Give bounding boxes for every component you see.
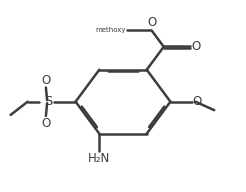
Text: O: O xyxy=(193,95,202,108)
Text: methoxy: methoxy xyxy=(95,27,126,33)
Text: O: O xyxy=(41,74,50,87)
Text: S: S xyxy=(44,95,52,108)
Text: O: O xyxy=(41,117,50,130)
Text: O: O xyxy=(192,40,201,53)
Text: H₂N: H₂N xyxy=(88,152,110,165)
Text: O: O xyxy=(147,17,156,29)
